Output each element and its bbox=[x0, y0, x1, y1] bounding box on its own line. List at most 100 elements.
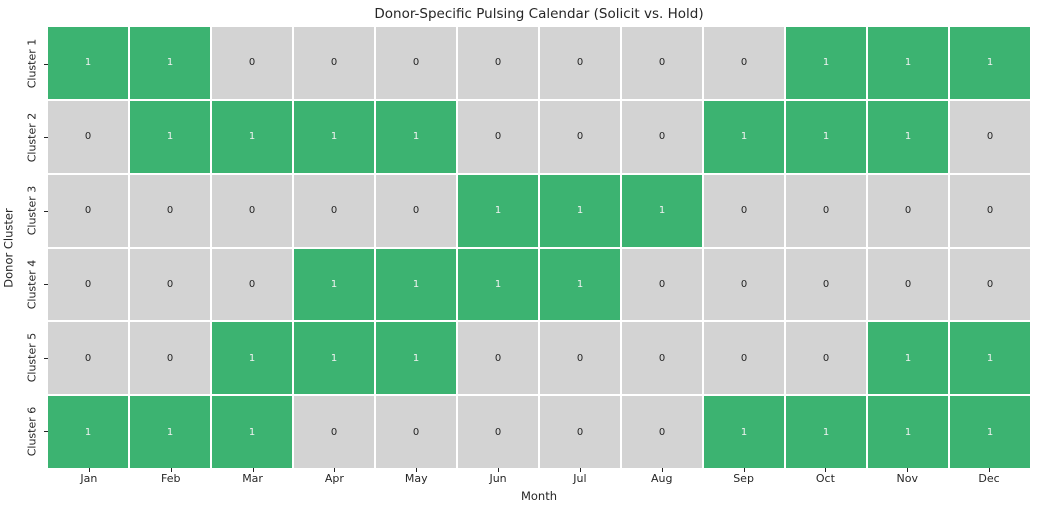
x-tick-mark bbox=[825, 468, 827, 472]
y-tick-label-text: Cluster 5 bbox=[25, 332, 39, 383]
heatmap-cell: 0 bbox=[622, 396, 702, 468]
heatmap-cell: 0 bbox=[622, 322, 702, 395]
y-axis-label-text: Donor Cluster bbox=[2, 207, 17, 288]
x-tick-mark bbox=[334, 468, 336, 472]
heatmap-cell: 1 bbox=[868, 322, 948, 395]
y-tick-label-text: Cluster 1 bbox=[25, 38, 39, 89]
y-tick-mark bbox=[44, 431, 48, 433]
x-tick-label: Jun bbox=[489, 472, 507, 485]
x-tick-label: Dec bbox=[978, 472, 1000, 485]
y-tick-label-text: Cluster 6 bbox=[25, 406, 39, 457]
y-tick-label: Cluster 4 bbox=[22, 248, 42, 322]
heatmap-cell: 0 bbox=[540, 27, 620, 99]
heatmap-cell: 1 bbox=[950, 27, 1030, 99]
heatmap-cell: 0 bbox=[294, 396, 374, 468]
heatmap-cell: 1 bbox=[48, 27, 128, 99]
y-tick-label: Cluster 5 bbox=[22, 321, 42, 395]
x-tick-label: Nov bbox=[896, 472, 918, 485]
y-tick-mark bbox=[44, 210, 48, 212]
heatmap-cell: 0 bbox=[786, 248, 866, 321]
heatmap-cell: 0 bbox=[704, 27, 784, 99]
heatmap-cell: 1 bbox=[212, 322, 292, 395]
x-tick-mark bbox=[661, 468, 663, 472]
heatmap-cell: 0 bbox=[130, 322, 210, 395]
heatmap-cell: 0 bbox=[704, 174, 784, 247]
heatmap-cell: 1 bbox=[48, 396, 128, 468]
heatmap-cell: 1 bbox=[622, 174, 702, 247]
heatmap-cell: 0 bbox=[458, 322, 538, 395]
x-tick-mark bbox=[498, 468, 500, 472]
heatmap-cell: 1 bbox=[704, 100, 784, 173]
y-tick-mark bbox=[44, 137, 48, 139]
x-tick-label: Sep bbox=[733, 472, 754, 485]
heatmap-cell: 1 bbox=[868, 27, 948, 99]
heatmap-cell: 0 bbox=[376, 27, 456, 99]
heatmap-cell: 0 bbox=[786, 322, 866, 395]
heatmap-cell: 1 bbox=[294, 248, 374, 321]
heatmap-cell: 0 bbox=[704, 248, 784, 321]
x-tick-mark bbox=[252, 468, 254, 472]
x-tick-label: May bbox=[404, 472, 428, 485]
heatmap-cell: 0 bbox=[294, 27, 374, 99]
heatmap-cell: 0 bbox=[130, 248, 210, 321]
heatmap-cell: 1 bbox=[376, 100, 456, 173]
heatmap-cell: 0 bbox=[458, 100, 538, 173]
heatmap-cell: 1 bbox=[868, 396, 948, 468]
heatmap-cell: 0 bbox=[540, 100, 620, 173]
heatmap-cell: 1 bbox=[376, 322, 456, 395]
x-axis-label: Month bbox=[520, 489, 558, 503]
x-tick-mark bbox=[743, 468, 745, 472]
heatmap-cell: 0 bbox=[48, 100, 128, 173]
heatmap-cell: 0 bbox=[212, 27, 292, 99]
heatmap-cell: 1 bbox=[540, 248, 620, 321]
x-tick-mark bbox=[416, 468, 418, 472]
heatmap-cell: 0 bbox=[48, 248, 128, 321]
x-tick-label: Aug bbox=[651, 472, 673, 485]
heatmap-cell: 1 bbox=[458, 248, 538, 321]
y-tick-mark bbox=[44, 357, 48, 359]
heatmap-cell: 1 bbox=[540, 174, 620, 247]
heatmap-cell: 1 bbox=[458, 174, 538, 247]
heatmap-cell: 0 bbox=[48, 322, 128, 395]
x-tick-mark bbox=[88, 468, 90, 472]
y-tick-mark bbox=[44, 63, 48, 65]
heatmap-cell: 0 bbox=[950, 248, 1030, 321]
heatmap-cell: 0 bbox=[622, 248, 702, 321]
y-axis-label: Donor Cluster bbox=[0, 27, 18, 468]
heatmap-cell: 0 bbox=[294, 174, 374, 247]
heatmap-cell: 0 bbox=[868, 248, 948, 321]
x-tick-label: Oct bbox=[815, 472, 835, 485]
heatmap-cell: 0 bbox=[376, 174, 456, 247]
heatmap-cell: 1 bbox=[786, 396, 866, 468]
y-tick-label-text: Cluster 3 bbox=[25, 185, 39, 236]
heatmap-cell: 0 bbox=[622, 27, 702, 99]
x-tick-label: Apr bbox=[324, 472, 344, 485]
heatmap-cell: 0 bbox=[950, 100, 1030, 173]
y-tick-label: Cluster 2 bbox=[22, 101, 42, 175]
heatmap-cell: 1 bbox=[212, 100, 292, 173]
heatmap-cell: 1 bbox=[130, 100, 210, 173]
y-tick-label: Cluster 1 bbox=[22, 27, 42, 101]
heatmap-cell: 1 bbox=[130, 396, 210, 468]
heatmap-cell: 0 bbox=[48, 174, 128, 247]
y-tick-label: Cluster 6 bbox=[22, 395, 42, 469]
heatmap-cell: 0 bbox=[868, 174, 948, 247]
x-tick-label: Feb bbox=[161, 472, 181, 485]
y-tick-mark bbox=[44, 284, 48, 286]
heatmap-cell: 0 bbox=[540, 322, 620, 395]
heatmap-cell: 0 bbox=[540, 396, 620, 468]
heatmap-cell: 1 bbox=[212, 396, 292, 468]
heatmap-cell: 1 bbox=[950, 396, 1030, 468]
heatmap-cell: 0 bbox=[212, 248, 292, 321]
heatmap-cell: 1 bbox=[130, 27, 210, 99]
heatmap-cell: 0 bbox=[950, 174, 1030, 247]
x-tick-label: Mar bbox=[242, 472, 263, 485]
heatmap-cell: 1 bbox=[786, 27, 866, 99]
heatmap-cell: 0 bbox=[458, 27, 538, 99]
x-tick-mark bbox=[989, 468, 991, 472]
y-tick-label-text: Cluster 2 bbox=[25, 112, 39, 163]
heatmap-cell: 0 bbox=[786, 174, 866, 247]
heatmap-cell: 0 bbox=[704, 322, 784, 395]
